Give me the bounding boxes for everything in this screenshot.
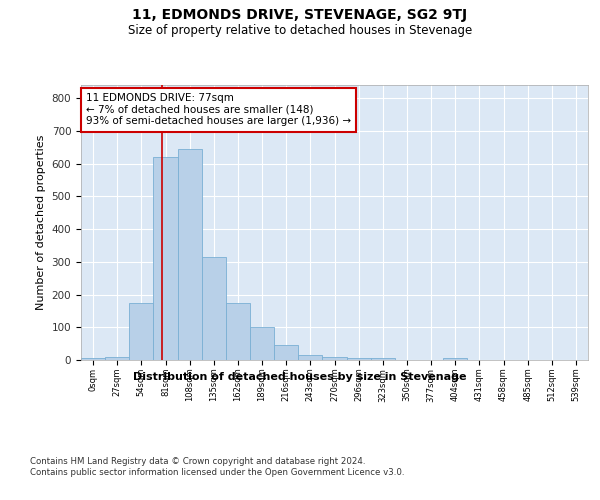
- Text: Size of property relative to detached houses in Stevenage: Size of property relative to detached ho…: [128, 24, 472, 37]
- Bar: [347, 358, 371, 360]
- Bar: [105, 356, 129, 360]
- Bar: [178, 149, 202, 360]
- Bar: [250, 328, 274, 360]
- Bar: [226, 302, 250, 360]
- Text: Distribution of detached houses by size in Stevenage: Distribution of detached houses by size …: [133, 372, 467, 382]
- Text: Contains HM Land Registry data © Crown copyright and database right 2024.
Contai: Contains HM Land Registry data © Crown c…: [30, 458, 404, 477]
- Text: 11, EDMONDS DRIVE, STEVENAGE, SG2 9TJ: 11, EDMONDS DRIVE, STEVENAGE, SG2 9TJ: [133, 8, 467, 22]
- Bar: [298, 355, 322, 360]
- Bar: [371, 358, 395, 360]
- Bar: [274, 346, 298, 360]
- Bar: [322, 356, 347, 360]
- Bar: [154, 157, 178, 360]
- Y-axis label: Number of detached properties: Number of detached properties: [36, 135, 46, 310]
- Bar: [202, 257, 226, 360]
- Text: 11 EDMONDS DRIVE: 77sqm
← 7% of detached houses are smaller (148)
93% of semi-de: 11 EDMONDS DRIVE: 77sqm ← 7% of detached…: [86, 93, 351, 126]
- Bar: [443, 358, 467, 360]
- Bar: [129, 302, 154, 360]
- Bar: [81, 358, 105, 360]
